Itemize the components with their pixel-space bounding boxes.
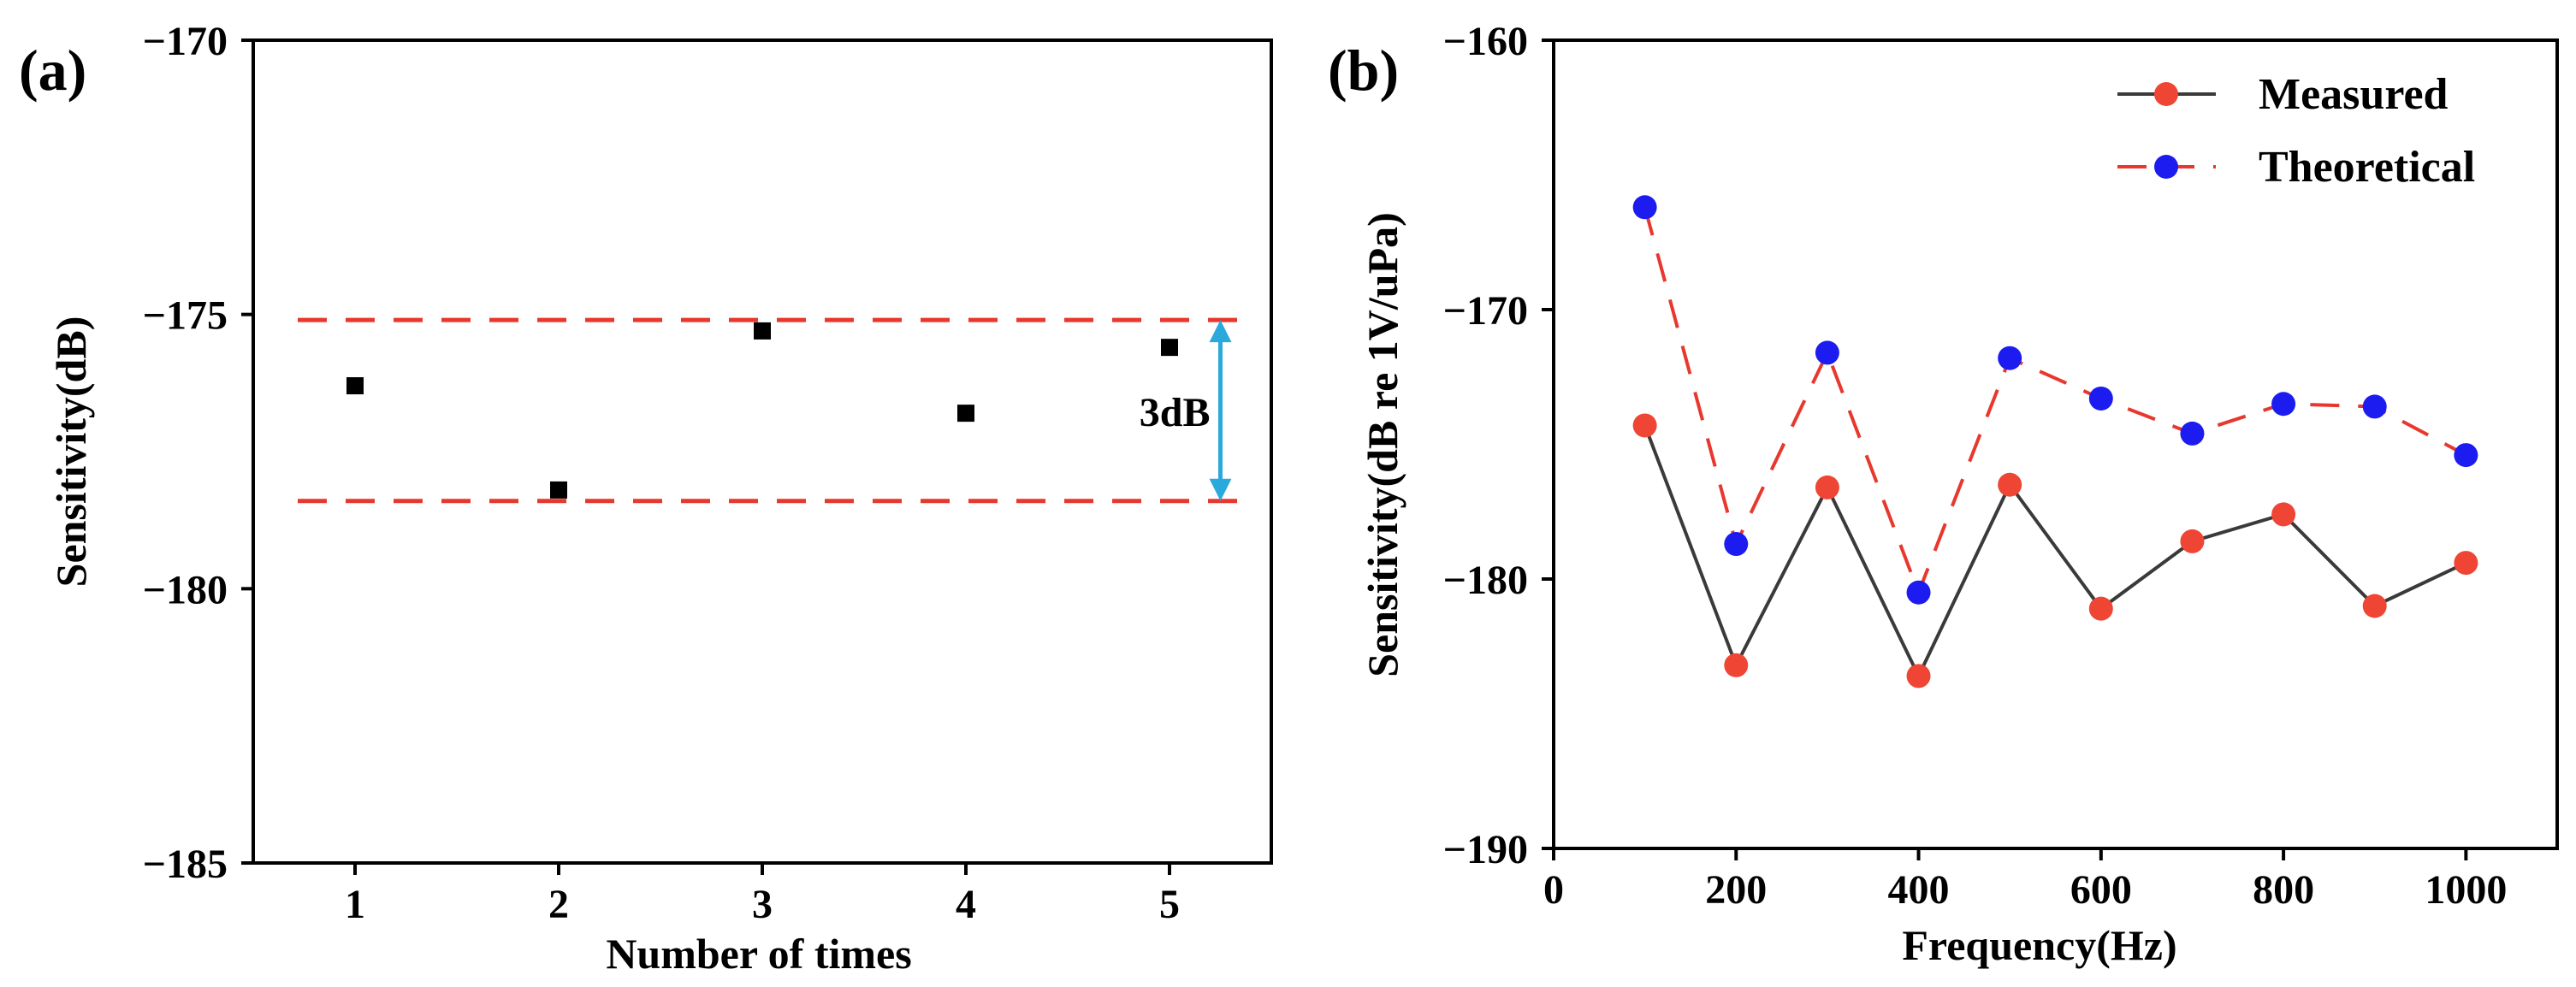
measured-data-point: [2362, 594, 2387, 618]
b-y-tick-label: −170: [1443, 288, 1528, 334]
measured-data-point: [1632, 413, 1657, 438]
theoretical-data-point: [1724, 532, 1749, 557]
theoretical-data-point: [1906, 580, 1931, 605]
panel-a-x-axis-label: Number of times: [606, 930, 911, 978]
b-y-tick-label: −180: [1443, 558, 1528, 603]
legend-theoretical-marker: [2154, 155, 2178, 179]
panel-a-reference-lines: [298, 317, 1237, 504]
a-x-tick-label: 1: [345, 882, 365, 927]
theoretical-data-point: [2180, 421, 2205, 446]
legend-theoretical-label: Theoretical: [2259, 143, 2475, 192]
theoretical-data-point: [2362, 394, 2387, 419]
a-x-tick-label: 5: [1159, 882, 1180, 927]
b-x-tick-label: 1000: [2425, 867, 2507, 913]
panel-b-series: [1632, 195, 2478, 689]
range-arrowhead-top: [1209, 320, 1232, 343]
measured-data-point: [1906, 664, 1931, 689]
measured-data-point: [2180, 529, 2205, 553]
a-x-tick-label: 4: [956, 882, 976, 927]
theoretical-data-point: [1632, 195, 1657, 220]
panel-a-y-ticks: −170 −175 −180 −185: [143, 19, 253, 887]
a-y-tick-label: −170: [143, 19, 228, 64]
panel-a-annotation: 3dB: [1140, 320, 1232, 501]
scatter-point: [1161, 339, 1178, 357]
theoretical-data-point: [1998, 346, 2022, 370]
panel-a-plot-frame: [252, 38, 1273, 865]
panel-b: (b) 0 200 400 600 800 1000 −160 −170 −180 −190 M…: [1328, 19, 2559, 969]
b-x-tick-label: 400: [1888, 867, 1950, 913]
panel-b-x-ticks: 0 200 400 600 800 1000: [1543, 848, 2507, 913]
panel-b-x-axis-label: Frequency(Hz): [1902, 921, 2176, 969]
panel-a-x-ticks: 1 2 3 4 5: [345, 863, 1180, 927]
panel-b-y-ticks: −160 −170 −180 −190: [1443, 19, 1554, 872]
theoretical-series-line: [1643, 206, 2467, 598]
panel-a-y-axis-label: Sensitivity(dB): [47, 316, 95, 588]
a-y-tick-label: −180: [143, 567, 228, 612]
theoretical-data-point: [2088, 386, 2113, 411]
panel-b-legend: Measured Theoretical: [2117, 70, 2475, 192]
a-y-tick-label: −185: [143, 842, 228, 887]
measured-data-point: [2088, 596, 2113, 621]
b-x-tick-label: 0: [1543, 867, 1564, 913]
measured-data-point: [1724, 653, 1749, 677]
panel-b-plot-frame: [1552, 38, 2559, 850]
b-x-tick-label: 800: [2253, 867, 2314, 913]
measured-data-point: [2454, 551, 2478, 576]
measured-data-point: [2271, 502, 2296, 527]
theoretical-data-point: [2271, 392, 2296, 417]
range-arrowhead-bottom: [1209, 478, 1232, 501]
panel-a-data-points: [346, 322, 1178, 499]
panel-a-label: (a): [19, 38, 86, 103]
a-x-tick-label: 2: [548, 882, 569, 927]
b-x-tick-label: 200: [1705, 867, 1767, 913]
scatter-point: [754, 322, 771, 340]
measured-data-point: [1998, 472, 2022, 497]
legend-measured-label: Measured: [2259, 70, 2449, 119]
b-x-tick-label: 600: [2070, 867, 2132, 913]
panel-b-y-axis-label: Sensitivity(dB re 1V/uPa): [1359, 212, 1406, 677]
range-annotation-text: 3dB: [1140, 390, 1211, 435]
panel-a: (a) 1 2 3 4 5 −170 −175 −180 −185 3dB Number of…: [19, 19, 1273, 978]
legend-measured-marker: [2154, 82, 2178, 106]
scatter-point: [550, 481, 567, 499]
theoretical-data-point: [1815, 340, 1839, 365]
measured-series-line: [1643, 424, 2467, 681]
scatter-point: [346, 377, 364, 395]
a-y-tick-label: −175: [143, 293, 228, 339]
b-y-tick-label: −190: [1443, 827, 1528, 872]
theoretical-data-point: [2454, 443, 2478, 468]
a-x-tick-label: 3: [752, 882, 773, 927]
b-y-tick-label: −160: [1443, 19, 1528, 64]
scatter-point: [957, 405, 974, 423]
panel-b-label: (b): [1328, 38, 1399, 103]
measured-data-point: [1815, 475, 1839, 499]
